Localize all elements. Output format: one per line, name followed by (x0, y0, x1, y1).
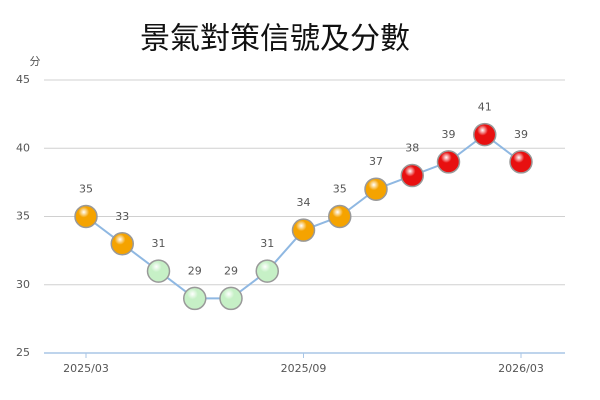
data-label: 39 (514, 128, 528, 141)
data-label: 29 (224, 264, 238, 277)
y-tick-label: 30 (16, 278, 30, 291)
chart-title: 景氣對策信號及分數 (140, 22, 410, 57)
point (110, 232, 134, 256)
point (183, 286, 207, 311)
point (473, 122, 497, 147)
data-label: 31 (152, 237, 166, 250)
y-axis-label: 分 (30, 55, 41, 68)
x-tick-label: 2025/09 (281, 362, 327, 375)
point (255, 259, 279, 283)
data-label: 29 (188, 264, 202, 277)
x-tick-label: 2026/03 (498, 362, 544, 375)
point (146, 259, 171, 283)
data-label: 31 (260, 237, 274, 250)
point (74, 204, 98, 229)
data-label: 34 (297, 196, 311, 209)
point (400, 163, 424, 188)
y-tick-label: 25 (16, 346, 30, 359)
y-tick-label: 35 (16, 210, 30, 223)
point (219, 286, 243, 311)
data-label: 37 (369, 155, 383, 168)
data-label: 38 (405, 142, 419, 155)
data-label: 35 (333, 183, 347, 196)
point (291, 218, 316, 242)
point (509, 150, 533, 174)
point (436, 150, 461, 174)
point (328, 204, 352, 229)
data-label: 35 (79, 183, 93, 196)
x-tick-label: 2025/03 (63, 362, 109, 375)
y-tick-label: 45 (16, 73, 30, 86)
data-label: 39 (442, 128, 456, 141)
data-label: 41 (478, 101, 492, 114)
y-tick-label: 40 (16, 141, 30, 154)
data-label: 33 (115, 210, 129, 223)
point (364, 177, 388, 201)
